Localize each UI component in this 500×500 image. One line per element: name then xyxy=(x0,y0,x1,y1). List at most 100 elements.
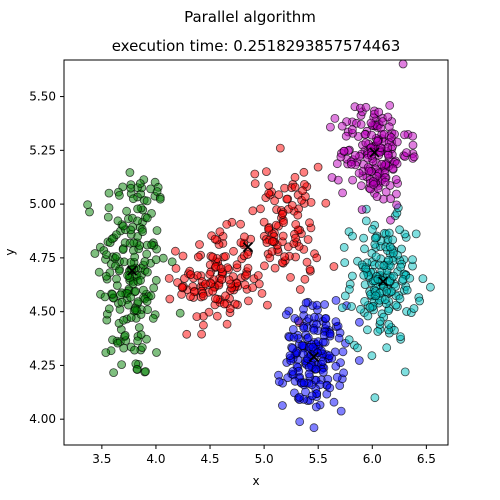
data-point xyxy=(100,292,110,302)
data-point xyxy=(138,227,148,237)
data-point xyxy=(408,140,418,150)
data-point xyxy=(392,200,402,210)
data-point xyxy=(178,251,188,261)
data-point xyxy=(147,240,157,250)
data-point xyxy=(155,194,165,204)
data-point xyxy=(141,367,150,376)
data-point xyxy=(356,181,366,191)
data-point xyxy=(175,308,185,318)
data-point xyxy=(309,325,319,335)
data-point xyxy=(128,194,138,204)
data-point xyxy=(290,182,300,192)
data-point xyxy=(151,255,161,265)
data-point xyxy=(125,168,135,177)
figure-suptitle: Parallel algorithm xyxy=(184,8,316,26)
data-point xyxy=(142,249,152,259)
data-point xyxy=(262,300,272,310)
data-point xyxy=(364,166,374,176)
data-point xyxy=(411,229,421,239)
data-point xyxy=(239,232,249,242)
data-point xyxy=(386,215,395,225)
x-tick-label: 4.0 xyxy=(146,452,165,466)
data-point xyxy=(264,223,273,233)
data-point xyxy=(170,246,180,256)
data-point xyxy=(114,266,124,276)
data-point xyxy=(118,221,128,231)
data-point xyxy=(302,257,312,267)
data-point xyxy=(136,275,145,285)
data-point xyxy=(318,337,328,347)
centroid-marker xyxy=(308,351,320,362)
data-point xyxy=(248,206,258,216)
data-point xyxy=(240,280,250,290)
data-point xyxy=(375,316,385,326)
data-point xyxy=(321,313,331,323)
data-point xyxy=(373,136,383,146)
data-point xyxy=(305,218,314,228)
data-point xyxy=(362,325,372,335)
data-point xyxy=(197,329,207,339)
data-point xyxy=(347,302,356,311)
data-point xyxy=(152,226,162,235)
data-point xyxy=(135,179,145,188)
data-point xyxy=(384,255,393,265)
data-point xyxy=(122,206,131,216)
data-point xyxy=(142,267,152,277)
y-tick-label: 4.25 xyxy=(29,358,56,372)
data-point xyxy=(274,377,284,387)
data-point xyxy=(83,200,92,210)
data-point xyxy=(222,319,232,329)
plot-frame xyxy=(63,59,449,446)
data-point xyxy=(425,282,435,292)
data-point xyxy=(360,244,369,254)
data-point xyxy=(396,262,406,272)
data-point xyxy=(330,114,340,123)
data-point xyxy=(325,383,335,393)
centroid-marker xyxy=(369,147,380,158)
data-point xyxy=(288,343,297,353)
data-point xyxy=(264,188,274,198)
data-point xyxy=(339,146,349,156)
data-point xyxy=(329,397,339,407)
data-point xyxy=(347,271,357,281)
data-point xyxy=(198,291,208,301)
y-axis: 4.00 4.25 4.50 4.75 5.00 5.25 5.50 xyxy=(29,90,64,426)
data-point xyxy=(278,231,288,241)
data-point xyxy=(386,133,396,142)
data-point xyxy=(165,294,175,304)
data-point xyxy=(291,233,300,243)
data-point xyxy=(369,180,379,189)
data-point xyxy=(298,186,308,196)
data-point xyxy=(193,252,203,262)
x-tick-label: 5.5 xyxy=(309,452,328,466)
data-point xyxy=(221,291,230,301)
data-point xyxy=(224,275,234,285)
data-point xyxy=(221,251,230,261)
data-point xyxy=(334,333,344,343)
data-point xyxy=(391,189,401,199)
data-point xyxy=(361,102,371,112)
data-point xyxy=(112,274,121,284)
data-point xyxy=(361,216,371,226)
data-point xyxy=(380,177,390,187)
x-tick-label: 4.5 xyxy=(200,452,219,466)
data-point xyxy=(146,184,156,194)
data-point xyxy=(279,218,288,228)
data-point xyxy=(118,245,128,255)
data-point xyxy=(195,240,204,249)
data-point xyxy=(217,275,227,284)
data-point xyxy=(212,311,222,321)
data-point xyxy=(171,263,181,273)
data-point xyxy=(311,402,321,412)
data-point xyxy=(208,252,218,262)
data-point xyxy=(388,235,398,245)
data-point xyxy=(353,343,362,353)
data-point xyxy=(318,367,328,377)
data-point xyxy=(133,336,143,346)
data-point xyxy=(126,292,136,302)
data-point xyxy=(201,279,210,289)
data-point xyxy=(158,253,168,263)
data-point xyxy=(103,212,113,222)
data-point xyxy=(321,198,331,208)
data-point xyxy=(409,304,419,313)
